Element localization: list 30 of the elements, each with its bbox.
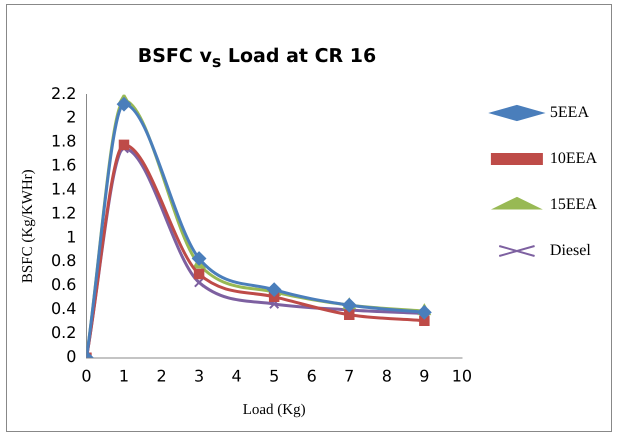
x-tick-label: 3 (194, 366, 204, 386)
x-tick-label: 8 (382, 366, 392, 386)
x-tick-label: 5 (269, 366, 280, 386)
y-tick-label: 2.2 (50, 84, 76, 103)
x-tick-label: 1 (118, 366, 130, 386)
legend-label: Diesel (550, 242, 592, 260)
chart-title: BSFC v$_{s}$ Load at CR 16 (136, 45, 378, 71)
x-tick-label: 4 (232, 366, 242, 386)
y-tick-label: 1.4 (50, 179, 76, 198)
y-tick-label: 1.8 (50, 132, 76, 151)
x-tick-label: 10 (452, 366, 472, 386)
x-tick-label: 6 (306, 366, 317, 386)
x-tick-label: 2 (156, 366, 167, 386)
y-tick-label: 0.2 (50, 323, 76, 342)
legend-label: 5EEA (550, 104, 590, 122)
x-tick-label: 7 (344, 366, 354, 386)
x-axis-title: Load (Kg) (242, 402, 306, 418)
y-tick-label: 1.6 (50, 156, 76, 175)
y-axis-title: BSFC (Kg/KWHr) (20, 169, 36, 284)
y-tick-label: 0 (66, 346, 76, 366)
x-tick-label: 9 (419, 366, 430, 386)
legend-label: 10EEA (550, 150, 598, 168)
y-tick-label: 0.8 (50, 251, 76, 270)
legend-label: 15EEA (550, 196, 598, 214)
y-tick-label: 0.6 (50, 275, 76, 294)
y-tick-label: 1.2 (50, 203, 76, 222)
y-tick-label: 1 (66, 227, 76, 246)
y-tick-label: 2 (66, 108, 76, 127)
x-tick-label: 0 (81, 366, 92, 386)
y-tick-label: 0.4 (50, 299, 76, 318)
